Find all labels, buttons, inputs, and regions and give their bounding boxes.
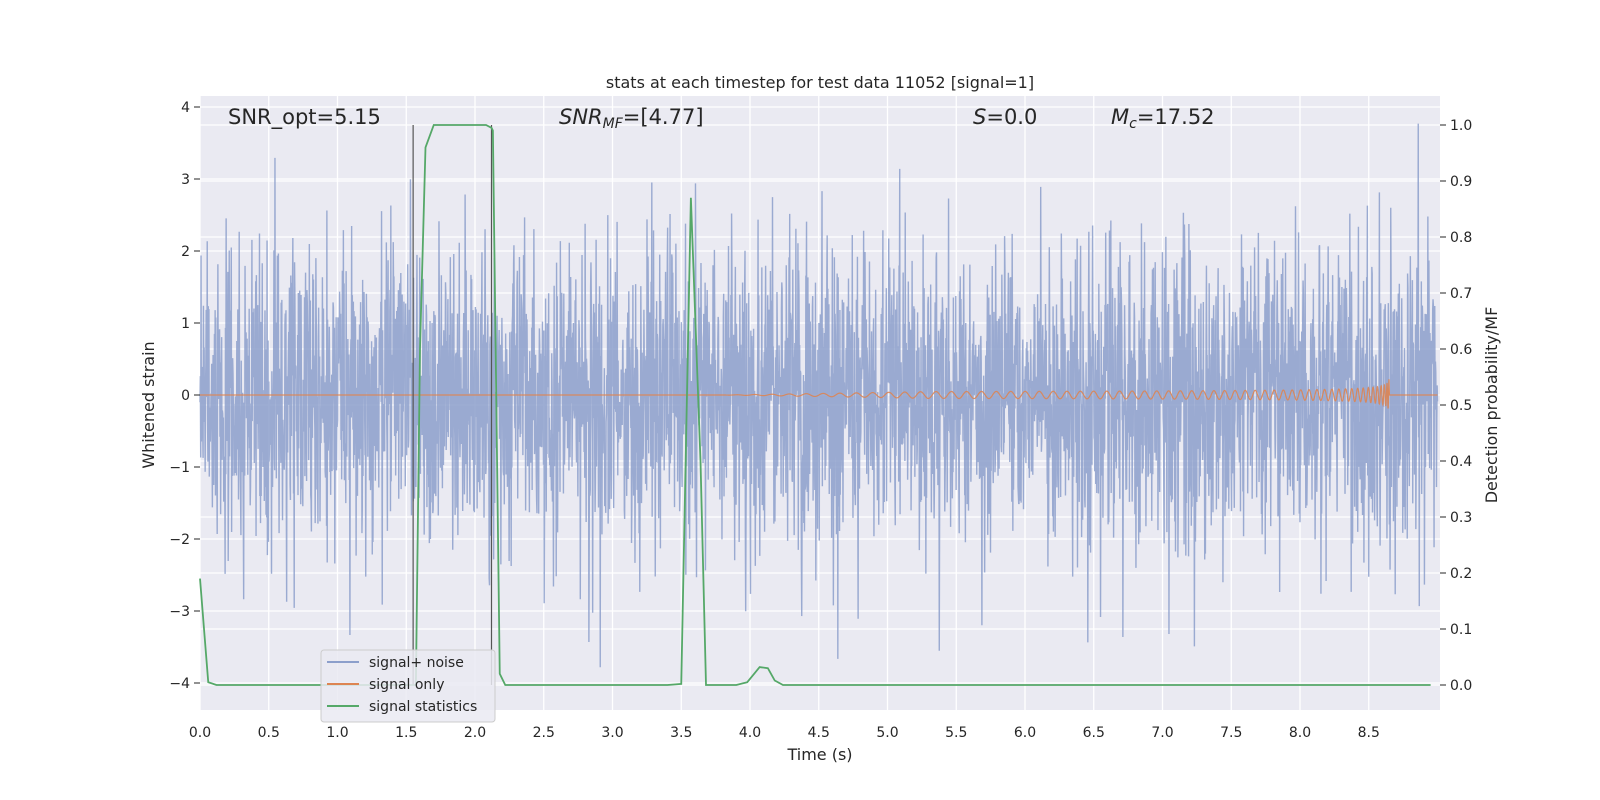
y-tick-label-right: 0.8 <box>1450 230 1472 246</box>
y-tick-label-right: 0.7 <box>1450 286 1472 302</box>
x-tick-label: 8.5 <box>1358 725 1380 741</box>
legend-label-signal-noise: signal+ noise <box>369 655 464 671</box>
snr-mf-sub: MF <box>603 116 624 132</box>
y-tick-label-right: 0.6 <box>1450 342 1472 358</box>
x-tick-label: 0.0 <box>189 725 211 741</box>
x-tick-label: 4.5 <box>808 725 830 741</box>
x-tick-label: 8.0 <box>1289 725 1311 741</box>
mc-sub: c <box>1129 116 1137 132</box>
y-ticks-left: 4 3 2 1 0 −1 −2 −3 −4 <box>169 100 200 692</box>
x-tick-label: 1.5 <box>395 725 417 741</box>
legend-box <box>320 649 496 723</box>
legend: signal+ noise signal only signal statist… <box>320 649 496 723</box>
y-tick-label-right: 0.1 <box>1450 622 1472 638</box>
y-tick-label-right: 0.4 <box>1450 454 1472 470</box>
x-tick-label: 1.0 <box>326 725 348 741</box>
y-tick-label-left: 0 <box>181 388 190 404</box>
y-tick-label-left: 4 <box>181 100 190 116</box>
y-tick-label-left: 2 <box>181 244 190 260</box>
y-tick-label-right: 0.3 <box>1450 510 1472 526</box>
x-tick-label: 4.0 <box>739 725 761 741</box>
x-tick-label: 5.5 <box>945 725 967 741</box>
y-tick-label-right: 0.9 <box>1450 174 1472 190</box>
s-symbol: S <box>973 105 986 129</box>
y-tick-label-left: 1 <box>181 316 190 332</box>
x-axis-label: Time (s) <box>786 745 852 764</box>
y-tick-label-left: −4 <box>169 676 190 692</box>
x-tick-label: 0.5 <box>258 725 280 741</box>
y-tick-label-left: −3 <box>169 604 190 620</box>
annotation-mc: Mc=17.52 <box>1111 105 1215 132</box>
x-tick-label: 5.0 <box>876 725 898 741</box>
x-tick-label: 7.5 <box>1220 725 1242 741</box>
y-tick-label-right: 0.0 <box>1450 678 1472 694</box>
x-tick-label: 7.0 <box>1151 725 1173 741</box>
y-tick-label-left: −2 <box>169 532 190 548</box>
y-tick-label-left: −1 <box>169 460 190 476</box>
legend-label-signal-statistics: signal statistics <box>369 699 477 715</box>
y-tick-label-right: 0.2 <box>1450 566 1472 582</box>
legend-label-signal-only: signal only <box>369 677 444 693</box>
y-ticks-right: 1.0 0.9 0.8 0.7 0.6 0.5 0.4 0.3 0.2 0.1 0.0 <box>1440 118 1472 694</box>
x-ticks: 0.0 0.5 1.0 1.5 2.0 2.5 3.0 3.5 4.0 4.5 5.0 5.5 6.0 6… <box>189 725 1380 741</box>
series-signal-noise <box>199 123 1439 668</box>
y-axis-label-right: Detection probability/MF <box>1482 307 1501 504</box>
y-tick-label-left: 3 <box>181 172 190 188</box>
mc-main: M <box>1111 105 1129 129</box>
snr-mf-value: =[4.77] <box>623 105 704 129</box>
annotation-s: S=0.0 <box>973 105 1037 129</box>
x-tick-label: 3.5 <box>670 725 692 741</box>
s-value: =0.0 <box>986 105 1037 129</box>
y-tick-label-right: 1.0 <box>1450 118 1472 134</box>
series-signal-only <box>200 379 1438 409</box>
snr-mf-main: SNR <box>559 105 603 129</box>
x-tick-label: 6.5 <box>1083 725 1105 741</box>
mc-value: =17.52 <box>1137 105 1215 129</box>
vertical-markers <box>412 125 493 685</box>
signal-only-line <box>200 379 1438 409</box>
x-tick-label: 6.0 <box>1014 725 1036 741</box>
x-tick-label: 2.5 <box>533 725 555 741</box>
annotation-snr-mf: SNRMF=[4.77] <box>559 105 704 132</box>
chart-title: stats at each timestep for test data 110… <box>606 73 1034 92</box>
x-tick-label: 2.0 <box>464 725 486 741</box>
y-tick-label-right: 0.5 <box>1450 398 1472 414</box>
annotation-snr-opt: SNR_opt=5.15 <box>228 105 381 130</box>
y-axis-label-left: Whitened strain <box>139 341 158 468</box>
signal-noise-line <box>199 123 1439 668</box>
x-tick-label: 3.0 <box>601 725 623 741</box>
